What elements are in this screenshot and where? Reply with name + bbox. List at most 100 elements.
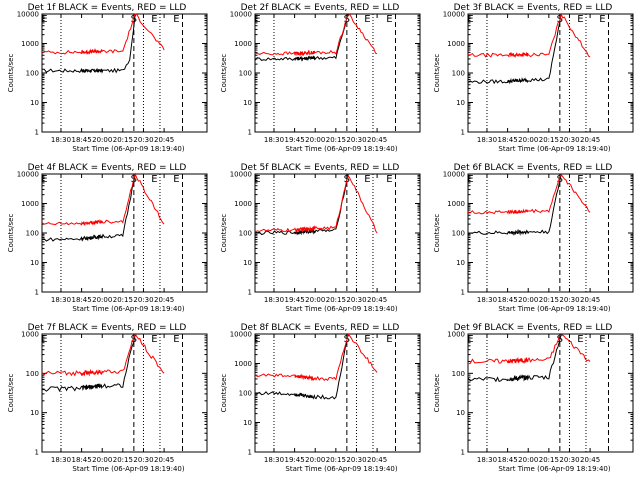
x-tick-label: 20:00 — [305, 456, 325, 464]
y-tick-label: 1 — [461, 129, 465, 137]
y-tick-label: 1000 — [447, 40, 465, 48]
y-axis-label: Counts/sec — [220, 374, 228, 413]
interval-marker: E — [151, 14, 157, 25]
x-tick-label: 20:45 — [154, 296, 174, 304]
y-tick-label: 1000 — [447, 331, 465, 339]
x-axis-label: Start Time (06-Apr-09 18:19:40) — [285, 465, 397, 473]
x-tick-label: 20:00 — [305, 296, 325, 304]
x-tick-label: 19:45 — [285, 456, 305, 464]
x-tick-label: 20:00 — [92, 136, 112, 144]
x-tick-label: 18:45 — [72, 296, 92, 304]
chart-title: Det 9f BLACK = Events, RED = LLD — [454, 323, 613, 333]
events-series-line — [41, 13, 136, 74]
y-tick-label: 100 — [26, 370, 39, 378]
chart-panel-9: Det 9f BLACK = Events, RED = LLD 1 10 100 10… — [433, 323, 634, 473]
x-tick-label: 20:30 — [346, 456, 366, 464]
events-series-line — [467, 333, 562, 383]
plot-frame — [467, 333, 634, 453]
y-tick-label: 1 — [35, 289, 39, 297]
interval-marker: E — [467, 174, 473, 185]
y-tick-label: 10000 — [443, 11, 465, 19]
x-tick-label: 20:00 — [518, 296, 538, 304]
y-tick-label: 1000 — [234, 360, 252, 368]
interval-marker: E — [386, 174, 392, 185]
lld-series-line — [41, 13, 165, 56]
x-tick-label: 20:00 — [305, 136, 325, 144]
y-tick-label: 100 — [452, 370, 465, 378]
chart-title: Det 8f BLACK = Events, RED = LLD — [241, 323, 400, 333]
lld-series-line — [41, 172, 165, 226]
chart-panel-1: Det 1f BLACK = Events, RED = LLD 1 10 100 10… — [7, 3, 208, 153]
y-tick-label: 1 — [35, 129, 39, 137]
interval-marker: E — [577, 334, 583, 345]
lld-series-line — [254, 13, 378, 57]
events-series-line — [41, 173, 136, 242]
x-tick-label: 18:45 — [498, 136, 518, 144]
y-tick-label: 1000 — [234, 200, 252, 208]
chart-title: Det 2f BLACK = Events, RED = LLD — [241, 3, 400, 13]
y-tick-label: 10000 — [230, 11, 252, 19]
interval-marker: E — [254, 334, 260, 345]
y-tick-label: 10 — [456, 99, 465, 107]
chart-panel-2: Det 2f BLACK = Events, RED = LLD 1 10 100 10… — [220, 3, 421, 153]
y-tick-label: 1000 — [21, 331, 39, 339]
y-tick-label: 1 — [35, 449, 39, 457]
interval-marker: E — [151, 174, 157, 185]
lld-series-line — [467, 334, 591, 365]
chart-title: Det 6f BLACK = Events, RED = LLD — [454, 163, 613, 173]
y-tick-label: 100 — [452, 70, 465, 78]
x-tick-label: 18:45 — [498, 296, 518, 304]
chart-title: Det 3f BLACK = Events, RED = LLD — [454, 3, 613, 13]
x-tick-label: 20:30 — [346, 136, 366, 144]
y-tick-label: 10 — [30, 259, 39, 267]
x-tick-label: 20:45 — [580, 456, 600, 464]
interval-marker: E — [173, 14, 179, 25]
y-tick-label: 10 — [243, 419, 252, 427]
chart-panel-7: Det 7f BLACK = Events, RED = LLD 1 10 100 10… — [7, 323, 208, 473]
x-tick-label: 20:45 — [367, 296, 387, 304]
x-tick-label: 20:30 — [559, 456, 579, 464]
x-tick-label: 18:30 — [264, 296, 284, 304]
x-axis-label: Start Time (06-Apr-09 18:19:40) — [498, 305, 610, 313]
x-tick-label: 20:15 — [326, 456, 346, 464]
y-axis-label: Counts/sec — [220, 214, 228, 253]
y-tick-label: 10000 — [230, 171, 252, 179]
x-tick-label: 20:30 — [346, 296, 366, 304]
x-tick-label: 20:00 — [518, 456, 538, 464]
chart-panel-5: Det 5f BLACK = Events, RED = LLD 1 10 100 10… — [220, 163, 421, 313]
y-tick-label: 10 — [456, 259, 465, 267]
y-tick-label: 100 — [239, 230, 252, 238]
events-series-line — [467, 173, 562, 236]
x-tick-label: 18:45 — [72, 456, 92, 464]
y-tick-label: 100 — [26, 70, 39, 78]
lld-series-line — [467, 12, 591, 58]
x-tick-label: 18:45 — [72, 136, 92, 144]
chart-panel-6: Det 6f BLACK = Events, RED = LLD 1 10 100 10… — [433, 163, 634, 313]
x-tick-label: 20:30 — [559, 296, 579, 304]
y-tick-label: 1 — [461, 449, 465, 457]
interval-marker: E — [41, 14, 47, 25]
x-tick-label: 19:45 — [285, 296, 305, 304]
events-series-line — [254, 173, 349, 236]
x-tick-label: 20:00 — [92, 296, 112, 304]
x-tick-label: 20:30 — [559, 136, 579, 144]
interval-marker: E — [364, 334, 370, 345]
chart-panel-4: Det 4f BLACK = Events, RED = LLD 1 10 100 10… — [7, 163, 208, 313]
x-axis-label: Start Time (06-Apr-09 18:19:40) — [285, 305, 397, 313]
x-tick-label: 18:45 — [498, 456, 518, 464]
x-tick-label: 19:45 — [285, 136, 305, 144]
lld-series-line — [41, 332, 165, 377]
chart-title: Det 5f BLACK = Events, RED = LLD — [241, 163, 400, 173]
x-tick-label: 20:00 — [92, 456, 112, 464]
y-tick-label: 10 — [243, 99, 252, 107]
x-tick-label: 18:30 — [51, 296, 71, 304]
y-tick-label: 1000 — [21, 200, 39, 208]
interval-marker: E — [173, 174, 179, 185]
y-tick-label: 1 — [248, 289, 252, 297]
y-axis-label: Counts/sec — [7, 374, 15, 413]
y-tick-label: 1000 — [21, 40, 39, 48]
x-tick-label: 18:30 — [264, 136, 284, 144]
y-axis-label: Counts/sec — [433, 54, 441, 93]
y-tick-label: 100 — [26, 230, 39, 238]
y-axis-label: Counts/sec — [433, 214, 441, 253]
